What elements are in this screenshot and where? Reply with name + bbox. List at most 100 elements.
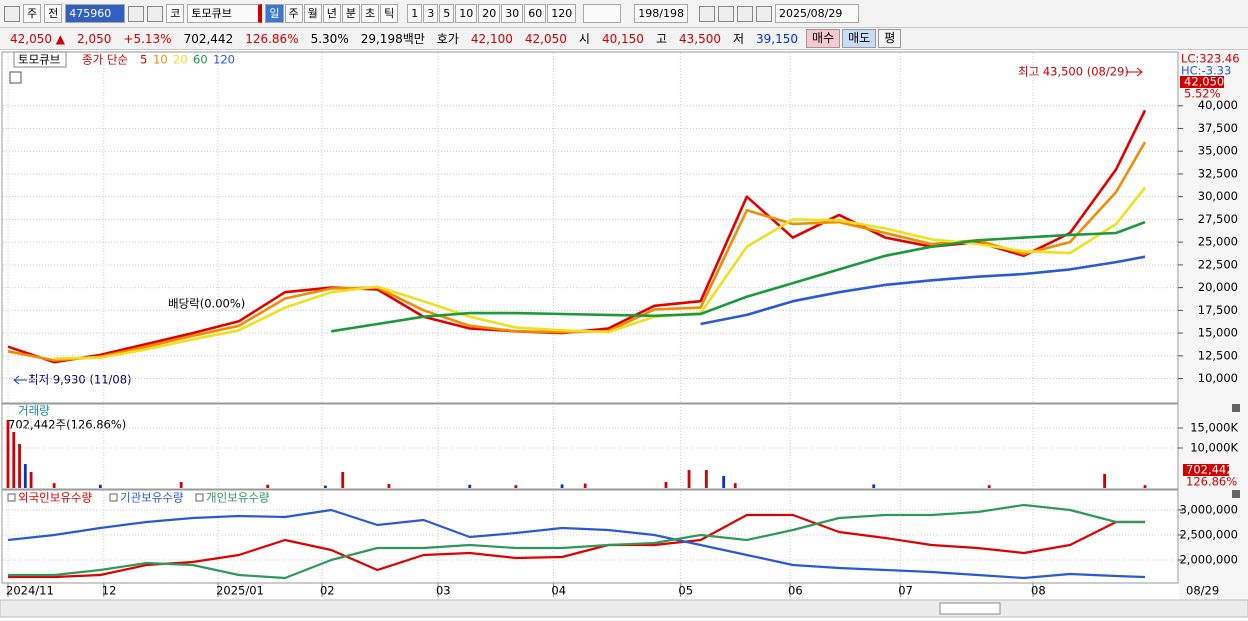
close-icon[interactable] <box>1232 490 1240 498</box>
legend-entry: 외국인보유수량 <box>18 491 92 505</box>
y-tick-label: 32,500 <box>1198 166 1238 180</box>
holdings-panel <box>1 489 1179 584</box>
y-tick-label: 35,000 <box>1198 144 1238 158</box>
interval-button[interactable]: 3 <box>423 4 439 23</box>
period-button[interactable]: 년 <box>322 4 341 23</box>
period-button[interactable]: 일 <box>265 4 284 23</box>
info-item: 702,442 <box>183 31 234 46</box>
y-tick-label: 3,000,000 <box>1179 503 1238 517</box>
interval-button[interactable]: 30 <box>501 4 524 23</box>
lc-label: LC:323.46 <box>1181 52 1240 66</box>
volume-bar <box>987 485 991 488</box>
info-item: 42,050 <box>524 31 567 46</box>
volume-bar <box>324 485 327 488</box>
volume-bar <box>18 444 21 488</box>
info-item: 42,050 ▲ <box>10 31 66 46</box>
period-button[interactable]: 월 <box>303 4 322 23</box>
y-tick-label: 30,000 <box>1198 189 1238 203</box>
legend-entry: 개인보유수량 <box>206 491 270 505</box>
volume-bar <box>179 482 183 488</box>
interval-button[interactable]: 20 <box>478 4 501 23</box>
volume-ratio: 126.86% <box>1186 475 1237 489</box>
table-icon[interactable] <box>9 71 22 84</box>
volume-box <box>1183 464 1229 476</box>
x-tick-label: 04 <box>551 584 566 598</box>
y-tick-label: 10,000 <box>1198 371 1238 385</box>
interval-button[interactable]: 10 <box>455 4 478 23</box>
tool-icon[interactable] <box>698 5 715 22</box>
legend-entry: 60 <box>193 53 208 67</box>
save-icon[interactable] <box>736 5 753 22</box>
last-change: 5.52% <box>1184 87 1221 101</box>
y-tick-label: 2,500,000 <box>1179 528 1238 542</box>
period-button[interactable]: 초 <box>361 4 380 23</box>
volume-bar <box>1103 474 1106 488</box>
volume-bar <box>722 476 726 488</box>
volume-last: 702,442 <box>1186 463 1234 477</box>
legend-entry: 20 <box>173 53 188 67</box>
volume-bar <box>664 482 668 488</box>
y-tick-label: 27,500 <box>1198 212 1238 226</box>
settings-icon[interactable] <box>755 5 772 22</box>
period-button[interactable]: 주 <box>284 4 303 23</box>
period-button[interactable]: 틱 <box>380 4 399 23</box>
volume-bar <box>29 472 33 488</box>
search-icon[interactable] <box>128 5 145 22</box>
x-tick-label: 06 <box>788 584 803 598</box>
hc-label: HC:-3.33 <box>1181 64 1231 78</box>
dividend-annotation: 배당락(0.00%) <box>168 297 245 311</box>
code-input[interactable]: 475960 <box>65 4 126 23</box>
volume-bar <box>12 432 16 488</box>
price-box <box>1180 76 1224 88</box>
info-item: 40,150 <box>601 31 644 46</box>
trade-button[interactable]: 매도 <box>842 29 877 48</box>
volume-bar <box>514 485 518 488</box>
scrollbar[interactable] <box>0 599 1248 618</box>
volume-annotation: 702,442주(126.86%) <box>8 418 126 432</box>
prev-button[interactable]: 전 <box>44 4 63 23</box>
exchange[interactable]: 코 <box>166 4 185 23</box>
period-button[interactable]: 분 <box>341 4 360 23</box>
legend-entry: 10 <box>153 53 168 67</box>
y-tick-label: 22,500 <box>1198 257 1238 271</box>
trade-button[interactable]: 매수 <box>806 29 841 48</box>
y-tick-label: 20,000 <box>1198 280 1238 294</box>
series-line <box>700 255 1146 326</box>
price-panel <box>1 51 1179 404</box>
market-select[interactable]: 주 <box>23 4 42 23</box>
volume-bar <box>583 483 587 488</box>
low-annotation: 최저 9,930 (11/08) <box>28 373 132 387</box>
x-tick-label: 02 <box>320 584 335 598</box>
info-item: +5.13% <box>123 31 172 46</box>
volume-bar <box>98 484 102 488</box>
name-box <box>13 51 67 68</box>
menu-icon[interactable] <box>4 5 20 22</box>
interval-button[interactable]: 120 <box>547 4 577 23</box>
interval-button[interactable]: 1 <box>407 4 423 23</box>
series-line <box>8 513 1145 579</box>
scroll-thumb[interactable] <box>939 602 1001 615</box>
stock-name[interactable]: 토모큐브 <box>187 4 263 23</box>
series-line <box>7 508 1146 580</box>
x-tick-label: 2024/11 <box>6 584 54 598</box>
blank-select[interactable] <box>583 4 622 23</box>
close-icon[interactable] <box>1232 404 1240 412</box>
x-tick-label: 08 <box>1031 584 1046 598</box>
sound-icon[interactable] <box>147 5 164 22</box>
stock-title: 토모큐브 <box>18 53 60 67</box>
last-price: 42,050 <box>1184 75 1224 89</box>
interval-buttons: 1 3 5 10 20 30 60 120 <box>407 4 577 23</box>
tool-icon[interactable] <box>717 5 734 22</box>
volume-bar <box>560 484 564 488</box>
y-tick-label: 15,000 <box>1198 326 1238 340</box>
interval-button[interactable]: 60 <box>524 4 547 23</box>
interval-button[interactable]: 5 <box>439 4 455 23</box>
date-input[interactable]: 2025/08/29 <box>774 4 859 23</box>
high-arrow <box>1126 67 1143 77</box>
info-item: 저 <box>732 32 745 46</box>
legend-icon <box>7 493 16 502</box>
trade-button[interactable]: 평 <box>878 29 902 48</box>
info-item: 29,198백만 <box>360 32 425 46</box>
volume-bar <box>341 472 345 488</box>
volume-bar <box>387 484 391 488</box>
